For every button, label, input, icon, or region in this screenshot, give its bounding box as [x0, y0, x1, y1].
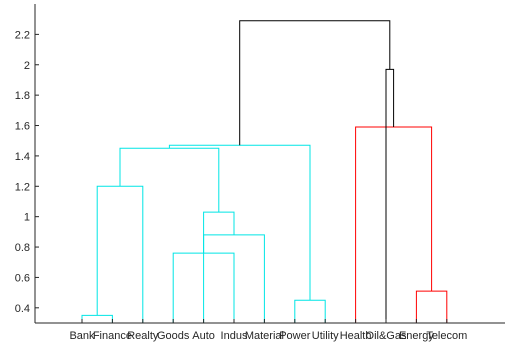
y-tick-label: 1.8	[15, 90, 30, 102]
dendrogram-link-6	[203, 211, 235, 323]
y-tick-label: 0.6	[15, 272, 30, 284]
y-tick-label: 1.2	[15, 181, 30, 193]
leaf-label-energy: Energy	[399, 330, 434, 342]
dendrogram-link-7	[96, 185, 144, 323]
dendrogram-link-4	[294, 299, 326, 323]
leaf-label-indus: Indus	[221, 330, 248, 342]
dendrogram-link-11	[385, 68, 395, 323]
y-ticks-layer: 0.4 0.6 0.8 1 1.2 1.4 1.6 1.8 2 2.2	[15, 29, 39, 315]
y-tick-label: 2	[24, 60, 30, 72]
leaf-label-finance: Finance	[93, 330, 132, 342]
dendrogram-link-1	[81, 314, 113, 323]
dendrogram-link-12	[239, 20, 391, 146]
dendrogram-link-3	[415, 290, 448, 323]
leaf-label-material: Material	[245, 330, 284, 342]
leaf-label-bank: Bank	[69, 330, 95, 342]
dendrogram-link-9	[168, 144, 311, 301]
y-tick-label: 0.8	[15, 242, 30, 254]
leaf-label-power: Power	[279, 330, 311, 342]
leaf-label-goods: Goods	[157, 330, 190, 342]
y-tick-label: 1.6	[15, 121, 30, 133]
dendrogram-link-10	[355, 126, 433, 323]
leaf-label-telecom: Telecom	[426, 330, 467, 342]
leaf-label-health: Health	[340, 330, 372, 342]
y-tick-label: 2.2	[15, 29, 30, 41]
y-tick-label: 1.4	[15, 151, 30, 163]
links-layer	[81, 20, 448, 323]
y-tick-label: 0.4	[15, 303, 30, 315]
leaf-label-realty: Realty	[127, 330, 159, 342]
dendrogram-link-8	[119, 147, 220, 213]
axis-layer	[34, 4, 505, 324]
leaf-label-utility: Utility	[312, 330, 339, 342]
y-tick-label: 1	[24, 212, 30, 224]
leaf-label-auto: Auto	[192, 330, 215, 342]
leaf-label-oilandgas: Oil&Gas	[366, 330, 407, 342]
